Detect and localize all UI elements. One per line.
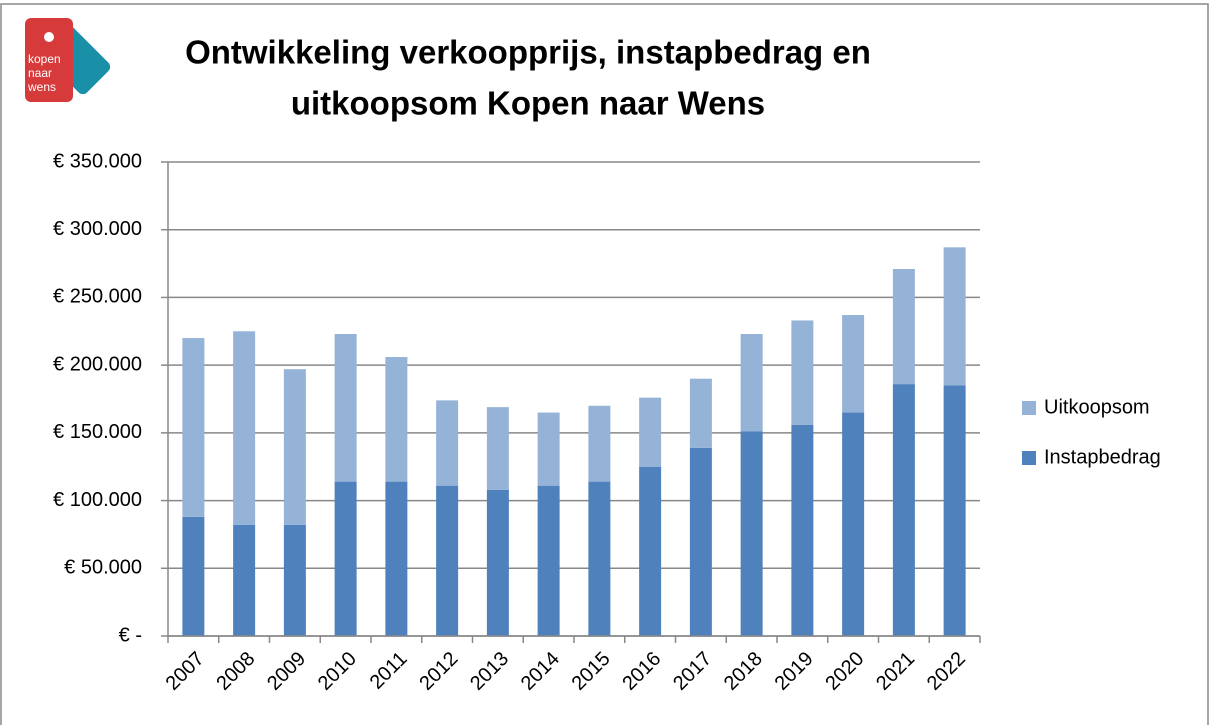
bar-segment	[537, 412, 560, 486]
bar-segment	[791, 320, 814, 425]
y-tick-label: € 200.000	[53, 353, 142, 375]
y-tick-label: € 250.000	[53, 286, 142, 308]
legend-swatch	[1022, 451, 1036, 465]
bar-segment	[588, 405, 611, 482]
bar-segment	[385, 481, 408, 636]
legend-label: Instapbedrag	[1044, 446, 1161, 468]
chart-title: Ontwikkeling verkoopprijs, instapbedrag …	[185, 34, 871, 71]
logo-text: wens	[27, 80, 56, 94]
bar-segment	[436, 485, 459, 636]
bar-segment	[842, 315, 865, 413]
y-tick-label: € 50.000	[64, 557, 142, 579]
bar-segment	[892, 384, 915, 636]
bar-segment	[334, 333, 357, 482]
bar-segment	[537, 485, 560, 636]
y-tick-label: € 300.000	[53, 218, 142, 240]
bar-segment	[182, 516, 205, 636]
bar-segment	[740, 431, 763, 636]
bar-segment	[943, 385, 966, 636]
bar-segment	[436, 400, 459, 486]
bar-segment	[639, 397, 662, 467]
y-tick-label: € 350.000	[53, 150, 142, 172]
y-tick-label: € 150.000	[53, 421, 142, 443]
bar-segment	[486, 407, 509, 490]
bar-segment	[588, 481, 611, 636]
bar-segment	[892, 268, 915, 385]
legend-label: Uitkoopsom	[1044, 396, 1150, 418]
bar-segment	[486, 489, 509, 636]
logo: kopen naar wens	[25, 18, 111, 102]
bar-segment	[842, 412, 865, 636]
logo-hole	[44, 32, 54, 42]
bar-segment	[639, 466, 662, 636]
logo-text: naar	[28, 66, 52, 80]
bar-segment	[943, 247, 966, 386]
bar-segment	[689, 378, 712, 448]
chart-title: uitkoopsom Kopen naar Wens	[291, 85, 765, 122]
bar-segment	[233, 524, 256, 636]
y-tick-label: € 100.000	[53, 489, 142, 511]
legend-swatch	[1022, 401, 1036, 415]
bar-segment	[182, 338, 205, 517]
logo-text: kopen	[28, 52, 61, 66]
bar-segment	[791, 424, 814, 636]
bar-segment	[689, 447, 712, 636]
y-tick-label: € -	[119, 624, 142, 646]
logo-tag	[25, 18, 73, 102]
bar-segment	[283, 524, 306, 636]
bar-segment	[283, 369, 306, 525]
bar-segment	[385, 357, 408, 482]
bar-segment	[233, 331, 256, 525]
bar-segment	[334, 481, 357, 636]
bar-segment	[740, 333, 763, 432]
